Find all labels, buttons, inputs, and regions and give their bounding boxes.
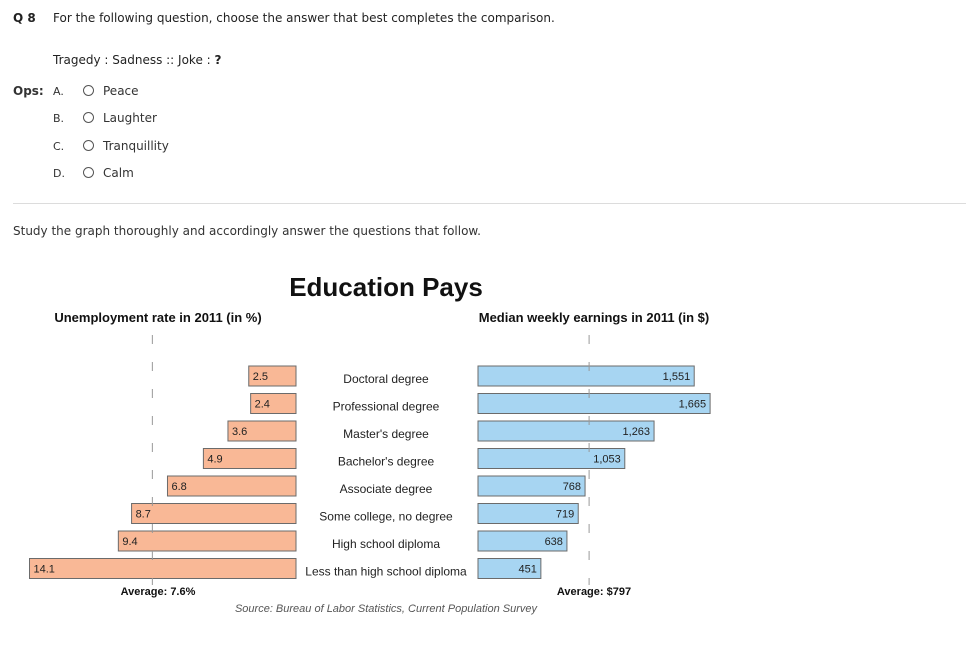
option-c-radio[interactable] bbox=[83, 140, 94, 151]
category-label: High school diploma bbox=[332, 537, 440, 551]
question-prompt: For the following question, choose the a… bbox=[53, 11, 555, 25]
unemployment-value-label: 4.9 bbox=[207, 454, 222, 466]
unemployment-value-label: 2.5 bbox=[253, 371, 268, 383]
earnings-value-label: 1,551 bbox=[663, 371, 691, 383]
left-average-label: Average: 7.6% bbox=[121, 586, 196, 598]
option-label: Laughter bbox=[103, 111, 157, 125]
earnings-bar bbox=[477, 558, 542, 579]
option-label: Tranquillity bbox=[103, 139, 169, 153]
option-label: Calm bbox=[103, 166, 134, 180]
category-label: Bachelor's degree bbox=[338, 455, 435, 469]
earnings-value-label: 768 bbox=[563, 481, 581, 493]
analogy: Tragedy : Sadness :: Joke : ? bbox=[53, 53, 221, 67]
option-a-radio[interactable] bbox=[83, 85, 94, 96]
earnings-value-label: 1,665 bbox=[679, 399, 707, 411]
unemployment-bar bbox=[248, 365, 297, 387]
earnings-bar bbox=[477, 420, 655, 442]
earnings-value-label: 638 bbox=[545, 536, 563, 548]
option-label: Peace bbox=[103, 84, 139, 98]
unemployment-bar bbox=[166, 475, 297, 497]
unemployment-bar bbox=[227, 420, 297, 442]
category-label: Less than high school diploma bbox=[305, 565, 467, 579]
divider bbox=[13, 203, 966, 204]
category-label: Doctoral degree bbox=[343, 372, 429, 386]
right-average-label: Average: $797 bbox=[557, 586, 631, 598]
earnings-bar bbox=[477, 448, 626, 469]
category-label: Some college, no degree bbox=[319, 510, 453, 524]
earnings-bar bbox=[477, 393, 711, 414]
chart-title: Education Pays bbox=[289, 272, 483, 302]
right-panel-title: Median weekly earnings in 2011 (in $) bbox=[479, 310, 709, 325]
unemployment-bar bbox=[117, 530, 297, 552]
analogy-blank: ? bbox=[214, 53, 222, 67]
ops-label: Ops: bbox=[13, 84, 44, 98]
unemployment-value-label: 14.1 bbox=[34, 564, 55, 576]
instruction-text: Study the graph thoroughly and according… bbox=[13, 224, 481, 238]
unemployment-value-label: 2.4 bbox=[255, 399, 270, 411]
option-d-radio[interactable] bbox=[83, 167, 94, 178]
category-label: Associate degree bbox=[340, 482, 433, 496]
earnings-bar bbox=[477, 475, 586, 497]
earnings-bar bbox=[477, 365, 695, 387]
unemployment-value-label: 3.6 bbox=[232, 426, 247, 438]
category-label: Master's degree bbox=[343, 427, 429, 441]
option-b-radio[interactable] bbox=[83, 112, 94, 123]
unemployment-value-label: 6.8 bbox=[171, 481, 186, 493]
question-number: Q 8 bbox=[13, 11, 36, 25]
option-letter: A. bbox=[53, 85, 64, 98]
analogy-text: Tragedy : Sadness :: Joke : bbox=[53, 53, 215, 67]
earnings-bar bbox=[477, 530, 568, 552]
earnings-value-label: 1,263 bbox=[623, 426, 651, 438]
earnings-value-label: 1,053 bbox=[593, 454, 621, 466]
unemployment-bar bbox=[202, 448, 297, 469]
unemployment-value-label: 8.7 bbox=[136, 509, 151, 521]
option-letter: D. bbox=[53, 167, 65, 180]
unemployment-bar bbox=[250, 393, 297, 414]
category-label: Professional degree bbox=[333, 400, 440, 414]
option-letter: C. bbox=[53, 140, 65, 153]
unemployment-value-label: 9.4 bbox=[122, 536, 137, 548]
left-panel-title: Unemployment rate in 2011 (in %) bbox=[54, 310, 261, 325]
chart-source: Source: Bureau of Labor Statistics, Curr… bbox=[235, 603, 539, 615]
unemployment-bar bbox=[131, 503, 297, 524]
unemployment-bar bbox=[29, 558, 297, 579]
earnings-value-label: 719 bbox=[556, 509, 574, 521]
earnings-value-label: 451 bbox=[519, 564, 537, 576]
earnings-bar bbox=[477, 503, 579, 524]
option-letter: B. bbox=[53, 112, 65, 125]
